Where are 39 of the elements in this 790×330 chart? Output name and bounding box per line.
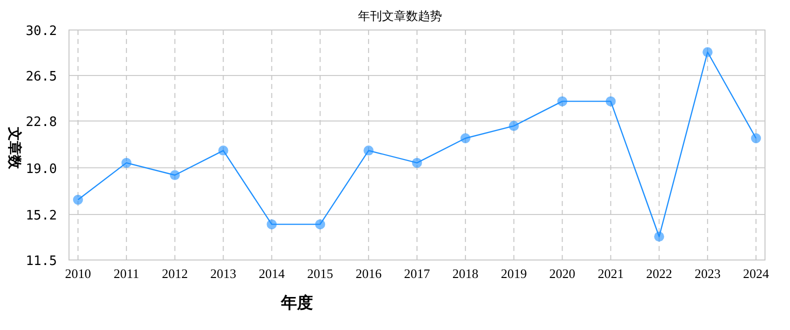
point [73, 194, 83, 205]
y-tick-label: 11.5 [26, 254, 57, 269]
x-tick-label: 2020 [549, 266, 576, 281]
x-tick-label: 2021 [598, 266, 624, 281]
point [364, 146, 374, 156]
x-tick-label: 2015 [307, 266, 334, 281]
x-tick-label: 2016 [356, 266, 382, 281]
point [412, 158, 422, 168]
point [702, 47, 713, 58]
point [218, 146, 228, 156]
x-axis-title: 年度 [280, 293, 313, 312]
point [751, 133, 761, 144]
point [460, 133, 470, 144]
x-tick-label: 2014 [258, 266, 286, 281]
x-tick-label: 2022 [646, 266, 672, 281]
chart-title: 年刊文章数趋势 [358, 9, 442, 23]
point [557, 96, 568, 106]
point [170, 170, 180, 180]
point [606, 96, 616, 106]
x-tick-label: 2023 [694, 266, 721, 281]
y-tick-label: 19.0 [26, 162, 57, 177]
x-tick-label: 2011 [114, 266, 140, 281]
x-tick-label: 2018 [452, 266, 478, 281]
x-tick-label: 2019 [500, 266, 527, 281]
y-tick-label: 15.2 [26, 208, 57, 224]
point [315, 219, 326, 230]
y-tick-label: 30.2 [26, 24, 57, 39]
x-tick-label: 2013 [210, 266, 236, 281]
point [121, 158, 132, 168]
y-axis-title: 文章数 [6, 126, 23, 170]
x-tick-label: 2024 [743, 266, 770, 281]
x-tick-label: 2010 [65, 266, 91, 281]
point [508, 120, 519, 131]
x-tick-label: 2017 [404, 266, 430, 281]
x-tick-label: 2012 [162, 266, 188, 281]
point [266, 219, 277, 230]
point [654, 232, 664, 242]
y-tick-label: 26.5 [26, 70, 57, 85]
y-tick-label: 22.8 [26, 115, 57, 130]
